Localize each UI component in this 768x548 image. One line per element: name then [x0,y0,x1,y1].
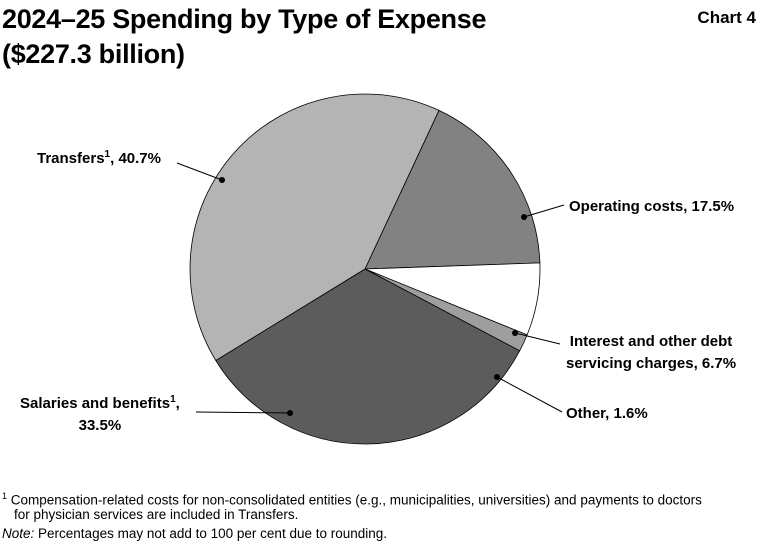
footnote-1-continued: for physician services are included in T… [14,507,299,522]
label-transfers-sup: 1 [104,149,111,160]
title-line-1: 2024–25 Spending by Type of Expense [2,4,487,34]
label-salaries-name: Salaries and benefits [20,395,171,412]
note: Note: Percentages may not add to 100 per… [2,525,387,543]
leader-line-salaries [195,411,291,414]
note-label: Note: [2,526,35,541]
footnote-1: 1 Compensation-related costs for non-con… [2,487,702,510]
marker-dot-interest [512,330,518,336]
marker-dot-other [494,374,500,380]
leader-line-operating [523,204,565,218]
label-salaries-sup: 1 [170,394,176,405]
marker-dot-salaries [287,410,293,416]
label-operating-costs: Operating costs, 17.5% [569,198,735,215]
marker-dot-operating [521,214,527,220]
label-salaries-value: , [175,395,180,412]
chart-number: Chart 4 [697,8,756,27]
pie-slice-transfers [189,93,440,362]
marker-dot-transfers [219,177,225,183]
pie-slice-salaries-and-benefits [215,268,521,445]
footnote-line-1: Compensation-related costs for non-conso… [10,492,702,508]
leader-line-interest [514,332,561,345]
label-interest-line-1: Interest and other debt [569,333,733,350]
title-line-2: ($227.3 billion) [2,39,185,69]
label-salaries-line-2: 33.5% [78,417,122,434]
leader-line-other [496,376,563,413]
note-text: Percentages may not add to 100 per cent … [34,526,388,541]
chart-title: 2024–25 Spending by Type of Expense ($22… [2,2,486,72]
pie-slice-operating-costs [364,109,541,270]
label-transfers: Transfers1, 40.7% [37,148,161,170]
label-other: Other, 1.6% [566,405,648,422]
leader-line-transfers [176,162,223,181]
label-transfers-name: Transfers [37,150,105,167]
footnote-marker: 1 [2,491,8,501]
label-interest: Interest and other debt servicing charge… [566,331,736,375]
label-interest-line-2: servicing charges, 6.7% [566,355,737,372]
label-salaries: Salaries and benefits1, 33.5% [20,393,180,437]
label-transfers-value: , 40.7% [110,150,161,167]
